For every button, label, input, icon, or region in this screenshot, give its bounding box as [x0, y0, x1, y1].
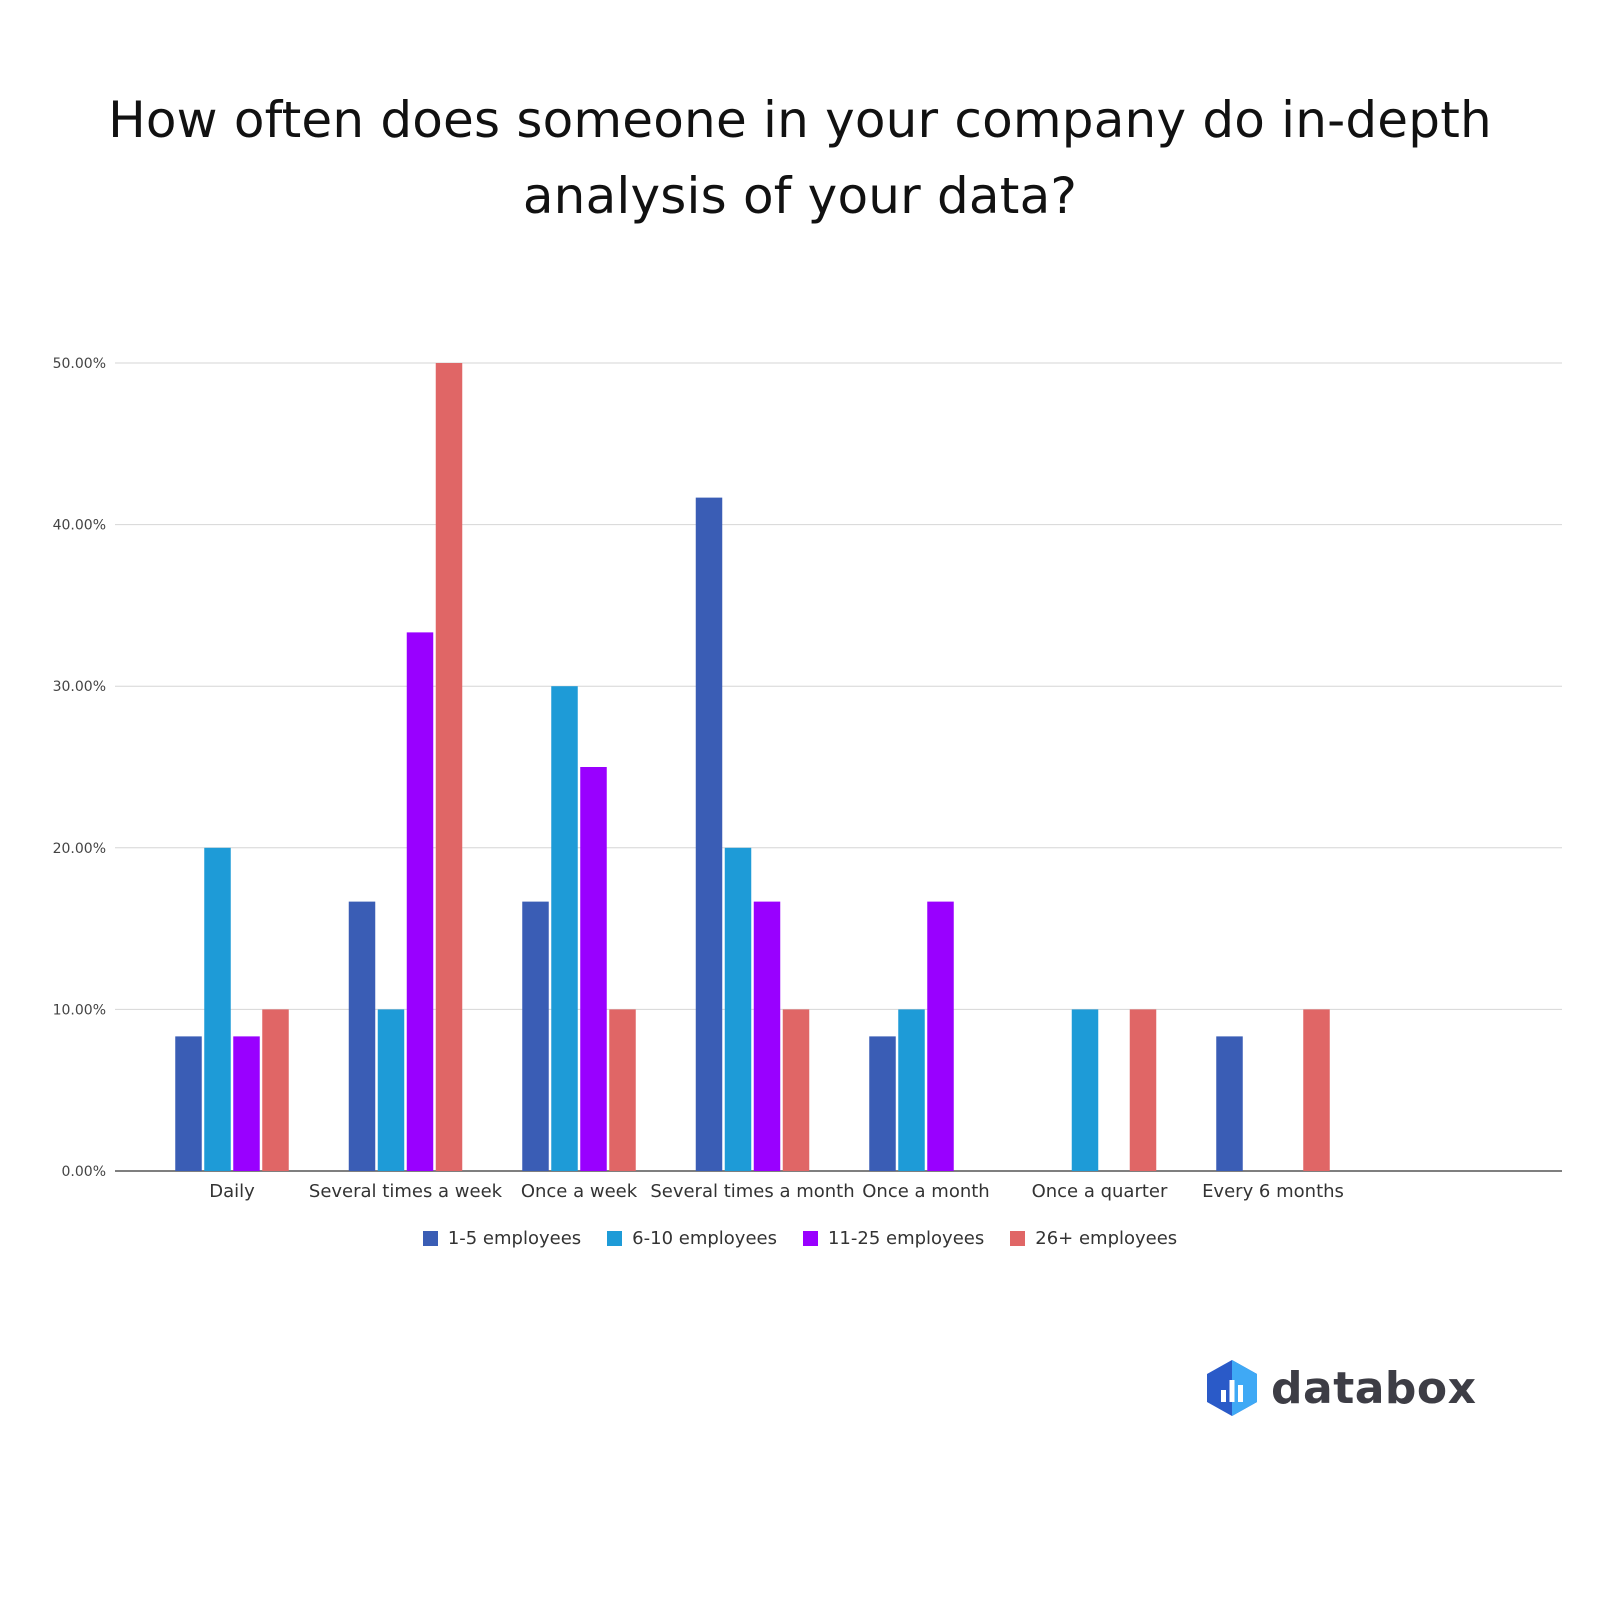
chart-title-line-2: analysis of your data? [522, 167, 1078, 225]
bar-6-10-employees [377, 1009, 405, 1171]
legend-item: 26+ employees [1010, 1228, 1177, 1249]
bar-11-25-employees [927, 901, 954, 1171]
bar-11-25-employees [406, 632, 434, 1171]
legend-label: 6-10 employees [632, 1228, 777, 1249]
x-tick-label: Once a week [521, 1181, 638, 1202]
bar-26-employees [262, 1009, 289, 1171]
databox-hexagon-icon [1207, 1360, 1257, 1416]
bar-1-5-employees [1216, 1036, 1243, 1171]
legend-swatch [607, 1231, 623, 1246]
x-tick-label: Every 6 months [1202, 1181, 1344, 1202]
bar-6-10-employees [724, 847, 752, 1171]
bar-1-5-employees [175, 1036, 202, 1171]
legend-item: 11-25 employees [802, 1228, 985, 1249]
bar-26-employees [1129, 1009, 1157, 1171]
chart-title-line-1: How often does someone in your company d… [108, 91, 1492, 149]
x-tick-label: Several times a month [650, 1181, 854, 1202]
legend-label: 26+ employees [1035, 1228, 1178, 1249]
bar-11-25-employees [233, 1036, 260, 1171]
y-tick-label: 50.00% [53, 356, 106, 372]
y-tick-label: 0.00% [62, 1164, 106, 1180]
bar-1-5-employees [348, 901, 376, 1171]
legend-swatch [422, 1231, 438, 1246]
legend-swatch [802, 1231, 818, 1246]
bar-6-10-employees [1071, 1009, 1099, 1171]
databox-logo: databox [1205, 1358, 1477, 1418]
legend-label: 1-5 employees [447, 1228, 582, 1249]
bar-26-employees [1303, 1009, 1330, 1171]
bar-6-10-employees [551, 686, 578, 1171]
x-tick-label: Daily [209, 1181, 255, 1202]
y-tick-label: 30.00% [53, 679, 106, 695]
bar-1-5-employees [695, 497, 723, 1171]
y-tick-label: 10.00% [53, 1002, 106, 1018]
bar-1-5-employees [522, 901, 549, 1171]
legend-item: 1-5 employees [422, 1228, 582, 1249]
y-tick-label: 20.00% [53, 841, 106, 857]
chart-title: How often does someone in your company d… [0, 82, 1600, 234]
bar-6-10-employees [898, 1009, 925, 1171]
legend-label: 11-25 employees [827, 1228, 985, 1249]
chart-legend: 1-5 employees 6-10 employees 11-25 employe… [0, 1228, 1600, 1249]
y-tick-label: 40.00% [53, 518, 106, 534]
bar-26-employees [782, 1009, 810, 1171]
bar-26-employees [609, 1009, 636, 1171]
bar-26-employees [435, 363, 463, 1171]
bar-6-10-employees [204, 847, 231, 1171]
x-tick-label: Several times a week [309, 1181, 503, 1202]
bar-11-25-employees [580, 767, 607, 1171]
bar-1-5-employees [869, 1036, 896, 1171]
x-tick-label: Once a month [862, 1181, 989, 1202]
legend-swatch [1010, 1231, 1026, 1246]
x-tick-label: Once a quarter [1032, 1181, 1168, 1202]
legend-item: 6-10 employees [607, 1228, 777, 1249]
bar-11-25-employees [753, 901, 781, 1171]
databox-logo-text: databox [1271, 1362, 1477, 1414]
